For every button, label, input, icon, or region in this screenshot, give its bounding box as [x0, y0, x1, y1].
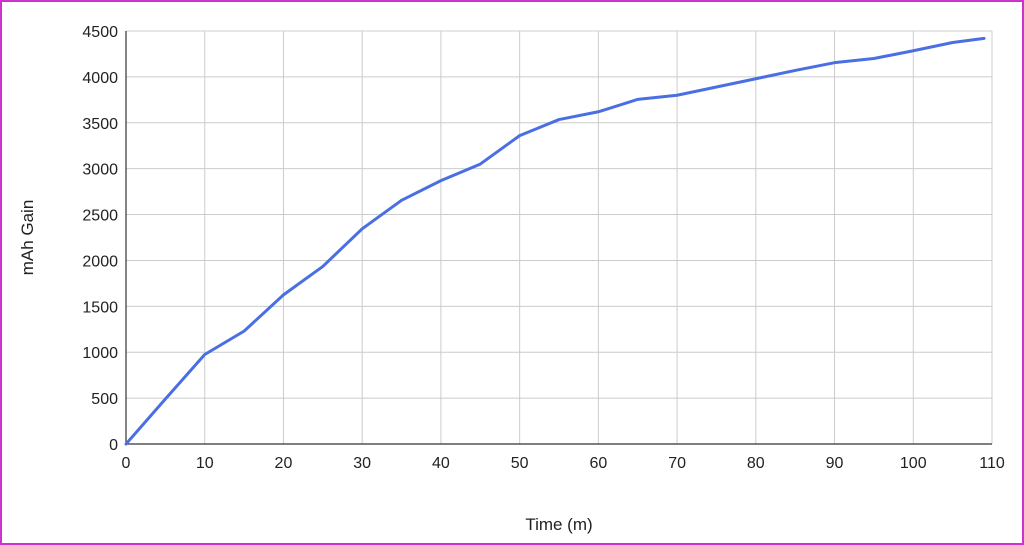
y-tick-label: 1000 — [82, 345, 118, 362]
y-tick-label: 2000 — [82, 253, 118, 270]
y-tick-label: 1500 — [82, 299, 118, 316]
axes — [125, 31, 992, 445]
grid — [126, 30, 993, 444]
x-tick-label: 70 — [668, 455, 686, 472]
x-tick-label: 20 — [275, 455, 293, 472]
x-tick-label: 30 — [353, 455, 371, 472]
x-axis-title: Time (m) — [525, 515, 592, 534]
x-tick-label: 50 — [511, 455, 529, 472]
x-tick-label: 0 — [122, 455, 131, 472]
tick-labels: 0 500 1000 1500 2000 2500 3000 3500 4000 4500 0 10 2… — [82, 24, 1004, 472]
y-tick-label: 0 — [109, 437, 118, 454]
series-layer — [124, 36, 986, 446]
x-tick-label: 110 — [979, 455, 1005, 472]
x-tick-label: 80 — [747, 455, 765, 472]
y-tick-label: 3000 — [82, 162, 118, 179]
y-axis-title: mAh Gain — [18, 200, 37, 276]
x-tick-label: 90 — [826, 455, 844, 472]
y-tick-label: 4000 — [82, 70, 118, 87]
x-tick-label: 60 — [589, 455, 607, 472]
x-tick-label: 10 — [196, 455, 214, 472]
y-tick-label: 500 — [91, 391, 118, 408]
y-tick-label: 2500 — [82, 208, 118, 225]
x-tick-label: 40 — [432, 455, 450, 472]
x-tick-label: 100 — [900, 455, 927, 472]
y-tick-label: 3500 — [82, 116, 118, 133]
y-tick-label: 4500 — [82, 24, 118, 41]
series-line — [124, 36, 986, 446]
